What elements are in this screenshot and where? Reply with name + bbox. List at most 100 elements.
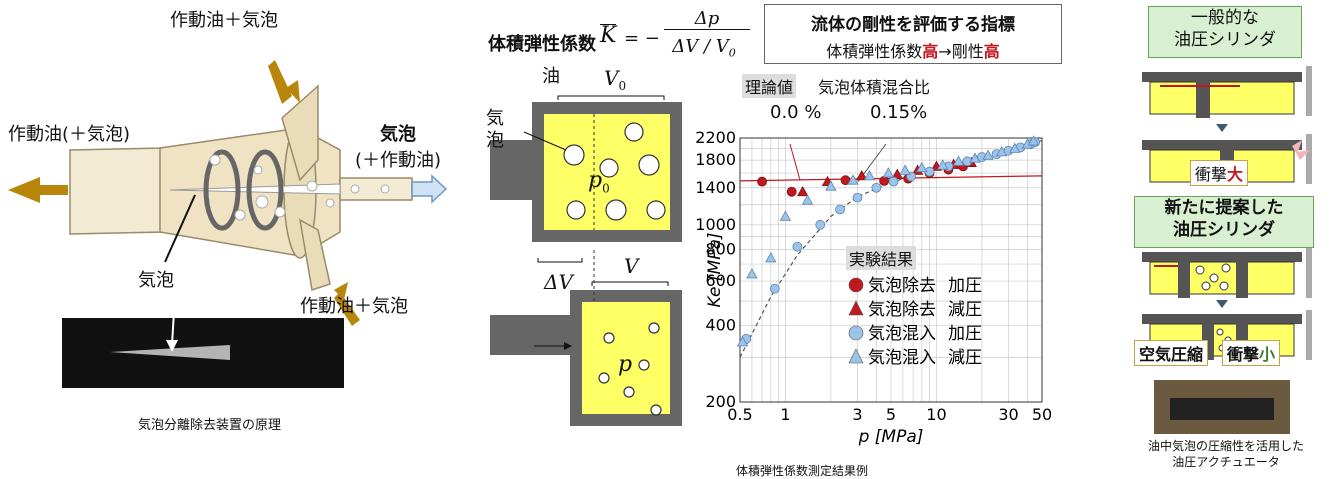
cylinder-panel: 一般的な 油圧シリンダ xyxy=(1120,0,1332,478)
bubble-label-a: 気 xyxy=(486,108,504,129)
y-tick-label: 400 xyxy=(705,316,736,335)
impact-large: 衝撃大 xyxy=(1190,160,1249,186)
data-point xyxy=(835,204,845,215)
data-point xyxy=(757,176,767,187)
proposed-cylinder-box: 新たに提案した 油圧シリンダ xyxy=(1134,196,1314,248)
y-tick-label: 600 xyxy=(705,271,736,290)
bulk-modulus-panel: 体積弾性係数 K = − Δp ΔV / V0 流体の剛性を評価する指標 体積弾… xyxy=(484,0,1104,478)
data-point xyxy=(796,185,809,197)
legend-marker xyxy=(848,325,864,341)
data-point xyxy=(746,268,758,279)
data-point xyxy=(952,155,965,166)
data-point xyxy=(863,170,876,181)
theory-title: 理論値 xyxy=(742,74,797,98)
inlet-port-top xyxy=(281,84,319,182)
data-point xyxy=(847,174,859,185)
data-point xyxy=(982,149,994,160)
data-point xyxy=(856,170,868,181)
formula-den: ΔV / V0 xyxy=(672,36,736,60)
data-point xyxy=(815,219,826,230)
x-tick-label: 10 xyxy=(926,405,946,424)
data-point xyxy=(786,186,797,197)
data-point xyxy=(916,161,928,173)
plot-frame xyxy=(739,137,1043,403)
data-point xyxy=(769,283,780,294)
data-point xyxy=(1009,142,1021,153)
legend-marker xyxy=(848,348,864,364)
compression-diagram xyxy=(490,95,682,426)
v0-label: V0 xyxy=(604,66,627,93)
inlet-port-bottom xyxy=(298,218,331,291)
separator-illustration xyxy=(8,60,448,388)
stiffness-callout: 流体の剛性を評価する指標 体積弾性係数高→剛性高 xyxy=(764,4,1062,64)
data-point xyxy=(736,336,749,347)
y-tick-label: 2200 xyxy=(695,128,736,147)
conventional-cylinder xyxy=(1142,66,1312,186)
x-axis-label: p [MPa] xyxy=(858,427,924,447)
data-point xyxy=(995,146,1008,157)
data-point xyxy=(899,164,911,175)
data-point xyxy=(852,192,863,203)
legend-name: 気泡混入 xyxy=(868,324,936,344)
x-tick-label: 50 xyxy=(1032,405,1052,424)
x-tick-label: 3 xyxy=(852,405,862,424)
legend-name: 気泡除去 xyxy=(868,300,936,320)
legend-name: 気泡除去 xyxy=(868,276,936,296)
conventional-cylinder-box: 一般的な 油圧シリンダ xyxy=(1148,6,1302,58)
theory-label-0: 0.0 % xyxy=(770,102,822,123)
label-left: 作動油(＋気泡) xyxy=(8,124,131,145)
theory-sub: 気泡体積混合比 xyxy=(818,78,931,97)
legend-mode: 加圧 xyxy=(948,324,982,344)
impact-small: 衝撃小 xyxy=(1222,340,1281,366)
separator-caption: 気泡分離除去装置の原理 xyxy=(138,418,282,433)
data-point xyxy=(879,176,889,186)
y-tick-label: 1000 xyxy=(695,215,736,234)
legend-marker xyxy=(848,300,864,316)
data-point xyxy=(871,182,882,193)
formula-eq: = − xyxy=(624,28,660,49)
data-point xyxy=(765,252,777,263)
label-bubble: 気泡 xyxy=(138,270,174,291)
bubble-label-b: 泡 xyxy=(486,130,504,151)
data-point xyxy=(792,241,803,252)
y-tick-label: 1800 xyxy=(695,150,736,169)
actuator-caption: 油中気泡の圧縮性を活用した 油圧アクチュエータ xyxy=(1147,439,1304,469)
measurement-caption: 体積弾性係数測定結果例 xyxy=(736,464,869,478)
bulk-modulus-chart: 0.5 1 3 5 10 30 50 200 400 600 800 1000 1400 1800 2200… xyxy=(690,72,1080,452)
legend-mode: 加圧 xyxy=(948,276,982,296)
label-top: 作動油＋気泡 xyxy=(170,10,278,31)
outlet-arrow xyxy=(411,174,448,204)
dv-label: ΔV xyxy=(544,270,573,294)
y-tick-label: 1400 xyxy=(695,178,736,197)
legend-mode: 減圧 xyxy=(948,348,982,368)
formula-lhs: K xyxy=(600,23,617,48)
p0-label: p0 xyxy=(588,168,610,196)
x-tick-label: 1 xyxy=(780,405,790,424)
legend-title: 実験結果 xyxy=(846,246,917,270)
data-point xyxy=(825,180,837,191)
v-label: V xyxy=(624,254,639,278)
data-point xyxy=(888,176,899,187)
theory-pointer-0 xyxy=(789,143,801,181)
x-tick-label: 30 xyxy=(998,405,1018,424)
data-point xyxy=(779,210,792,221)
oil-label: 油 xyxy=(542,66,560,87)
p-label: p xyxy=(618,352,633,377)
inlet-pipe xyxy=(69,147,166,235)
x-tick-label: 0.5 xyxy=(727,405,752,424)
legend-marker xyxy=(848,277,864,293)
label-bottom: 作動油＋気泡 xyxy=(300,296,408,317)
data-point xyxy=(1027,135,1040,146)
legend-name: 気泡混入 xyxy=(868,348,936,368)
data-point xyxy=(937,159,949,170)
formula-label: 体積弾性係数 xyxy=(488,34,596,55)
label-right-2: (＋作動油) xyxy=(355,150,442,171)
chart-svg: 0.5 1 3 5 10 30 50 200 400 600 800 1000 1400 1800 2200… xyxy=(695,128,1052,447)
x-tick-label: 5 xyxy=(886,405,896,424)
legend-mode: 減圧 xyxy=(948,300,982,320)
data-point xyxy=(801,194,814,205)
formula-num: Δp xyxy=(664,8,750,30)
y-axis-label: Ke [MPa] xyxy=(705,232,725,307)
data-point xyxy=(969,152,981,163)
y-tick-label: 800 xyxy=(705,239,736,258)
